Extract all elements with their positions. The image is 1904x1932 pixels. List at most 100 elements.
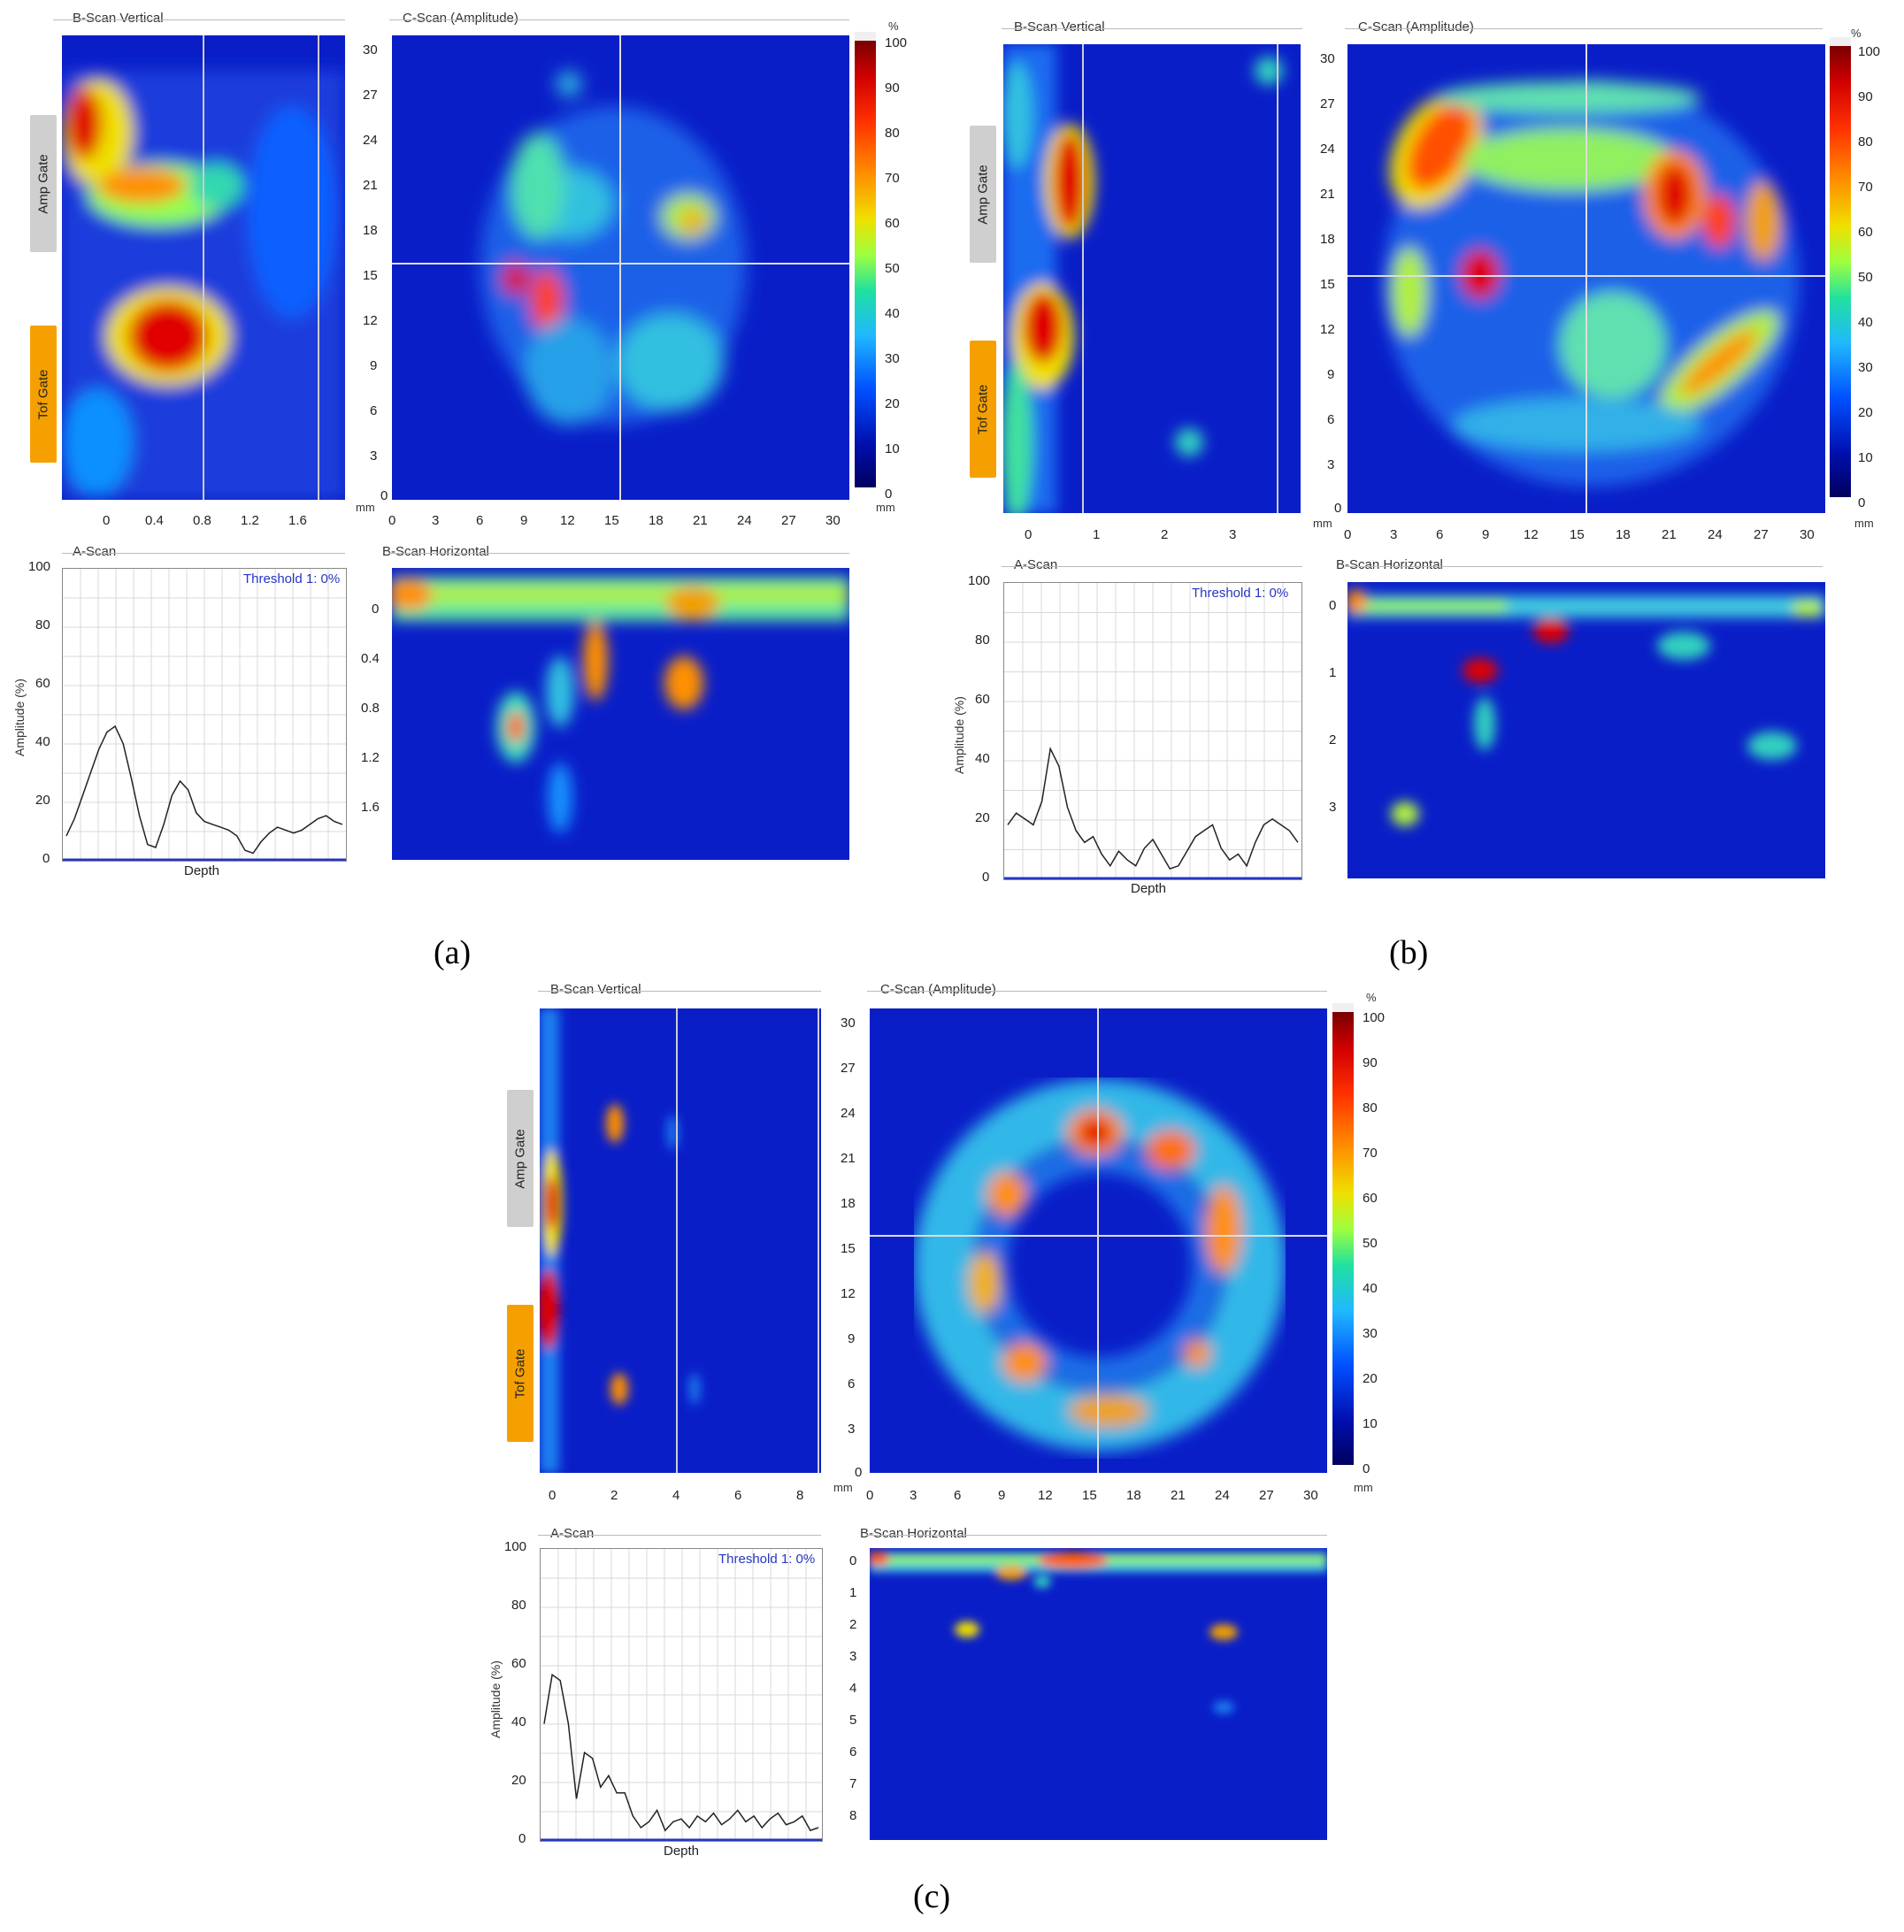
cscan-plot[interactable] xyxy=(392,35,849,500)
colorbar-tick: 60 xyxy=(1363,1191,1378,1206)
bscan-vertical-plot[interactable] xyxy=(1003,44,1301,513)
colorbar-tick: 50 xyxy=(885,261,900,276)
cscan-ytick: 9 xyxy=(370,358,378,373)
cscan-ytick: 24 xyxy=(841,1106,856,1121)
cscan-xtick: 30 xyxy=(1800,527,1815,542)
bscan-vertical-title: B-Scan Vertical xyxy=(550,982,641,997)
colorbar-tick: 10 xyxy=(1363,1416,1378,1431)
cscan-xtick: 18 xyxy=(1126,1488,1141,1503)
cscan-ytick: 15 xyxy=(363,268,378,283)
bscan-v-xtick: 0 xyxy=(1025,527,1033,542)
panel-b: B-Scan Vertical Amp Gate Tof Gate 0 1 2 … xyxy=(938,0,1904,982)
bscan-horizontal-plot[interactable] xyxy=(1347,582,1825,878)
bscan-v-xtick: 0.8 xyxy=(193,513,211,528)
cscan-xtick: 6 xyxy=(954,1488,962,1503)
caption-a: (a) xyxy=(434,934,472,971)
bscan-vertical-title: B-Scan Vertical xyxy=(1014,19,1105,34)
tof-gate-button[interactable]: Tof Gate xyxy=(507,1305,534,1442)
bscan-h-ytick: 1 xyxy=(1329,665,1337,680)
amp-gate-button[interactable]: Amp Gate xyxy=(970,126,996,263)
cscan-ytick: 6 xyxy=(848,1376,856,1392)
unit-mm-label: mm xyxy=(876,501,895,514)
bscan-horizontal-plot[interactable] xyxy=(392,568,849,860)
cscan-ytick: 27 xyxy=(363,88,378,103)
amp-gate-button[interactable]: Amp Gate xyxy=(507,1090,534,1227)
bscan-v-xtick: 6 xyxy=(734,1488,742,1503)
amp-gate-button[interactable]: Amp Gate xyxy=(30,115,57,252)
ascan-ytick: 100 xyxy=(28,559,51,574)
cscan-xtick: 0 xyxy=(1344,527,1352,542)
bscan-v-xtick: 0 xyxy=(103,513,111,528)
bscan-v-xtick: 4 xyxy=(672,1488,680,1503)
cscan-plot[interactable] xyxy=(1347,44,1825,513)
cscan-xtick: 24 xyxy=(1215,1488,1230,1503)
colorbar-tick: 10 xyxy=(885,441,900,456)
bscan-v-xtick: 1.6 xyxy=(288,513,307,528)
unit-mm-label: mm xyxy=(356,501,375,514)
cscan-plot[interactable] xyxy=(870,1008,1327,1473)
cscan-xtick: 3 xyxy=(1390,527,1398,542)
cscan-xtick: 18 xyxy=(649,513,664,528)
ascan-trace xyxy=(1007,746,1299,870)
cscan-xtick: 21 xyxy=(1171,1488,1186,1503)
ascan-plot[interactable] xyxy=(62,568,347,862)
bscan-horizontal-title: B-Scan Horizontal xyxy=(1336,557,1443,572)
cscan-xtick: 21 xyxy=(1662,527,1677,542)
pct-unit-label: % xyxy=(1366,991,1377,1004)
bscan-v-xtick: 2 xyxy=(610,1488,618,1503)
bscan-vertical-plot[interactable] xyxy=(540,1008,821,1473)
cscan-xtick: 0 xyxy=(866,1488,874,1503)
cscan-xtick: 27 xyxy=(1754,527,1769,542)
cscan-ytick: 30 xyxy=(841,1016,856,1031)
cscan-ytick: 0 xyxy=(1334,501,1342,516)
cscan-title: C-Scan (Amplitude) xyxy=(880,982,996,997)
cscan-xtick: 6 xyxy=(1436,527,1444,542)
bscan-vertical-plot[interactable] xyxy=(62,35,345,500)
ascan-ytick: 20 xyxy=(975,810,990,825)
bscan-h-ytick: 1 xyxy=(849,1585,857,1600)
cscan-ytick: 15 xyxy=(841,1241,856,1256)
bscan-h-ytick: 0 xyxy=(372,602,380,617)
cscan-xtick: 15 xyxy=(1082,1488,1097,1503)
bscan-h-ytick: 3 xyxy=(1329,800,1337,815)
colorbar-tick: 50 xyxy=(1363,1236,1378,1251)
cscan-xtick: 12 xyxy=(560,513,575,528)
cscan-xtick: 9 xyxy=(1482,527,1490,542)
bscan-h-ytick: 8 xyxy=(849,1808,857,1823)
bscan-h-ytick: 0 xyxy=(849,1553,857,1568)
bscan-h-ytick: 0 xyxy=(1329,598,1337,613)
ascan-trace xyxy=(65,724,343,855)
depth-axis-label: Depth xyxy=(184,863,220,878)
cscan-ytick: 3 xyxy=(848,1422,856,1437)
threshold-label: Threshold 1: 0% xyxy=(718,1552,816,1567)
cscan-ytick: 30 xyxy=(363,42,378,58)
colorbar-tick: 80 xyxy=(885,126,900,141)
ascan-plot[interactable] xyxy=(1003,582,1302,880)
amplitude-colorbar xyxy=(855,41,876,487)
cscan-xtick: 12 xyxy=(1038,1488,1053,1503)
colorbar-tick: 30 xyxy=(885,351,900,366)
ascan-svg xyxy=(541,1549,822,1842)
tof-gate-button[interactable]: Tof Gate xyxy=(970,341,996,478)
cscan-xtick: 30 xyxy=(1303,1488,1318,1503)
colorbar-tick: 70 xyxy=(1363,1146,1378,1161)
bscan-v-xtick: 0 xyxy=(549,1488,557,1503)
ascan-plot[interactable] xyxy=(540,1548,823,1842)
colorbar-tick: 30 xyxy=(1858,360,1873,375)
ascan-ytick: 80 xyxy=(35,617,50,632)
colorbar-tick: 10 xyxy=(1858,450,1873,465)
ascan-ytick: 0 xyxy=(982,870,990,885)
ascan-ytick: 80 xyxy=(511,1598,526,1613)
colorbar-tick: 80 xyxy=(1363,1100,1378,1116)
caption-c: (c) xyxy=(913,1878,951,1915)
colorbar-tick: 100 xyxy=(885,35,908,50)
bscan-horizontal-plot[interactable] xyxy=(870,1548,1327,1840)
bscan-v-xtick: 3 xyxy=(1229,527,1237,542)
bscan-h-ytick: 2 xyxy=(1329,732,1337,748)
bscan-v-xtick: 8 xyxy=(796,1488,804,1503)
unit-mm-label: mm xyxy=(1354,1481,1373,1494)
bscan-v-xtick: 0.4 xyxy=(145,513,164,528)
colorbar-tick: 20 xyxy=(1858,405,1873,420)
tof-gate-button[interactable]: Tof Gate xyxy=(30,326,57,463)
colorbar-tick: 20 xyxy=(885,396,900,411)
